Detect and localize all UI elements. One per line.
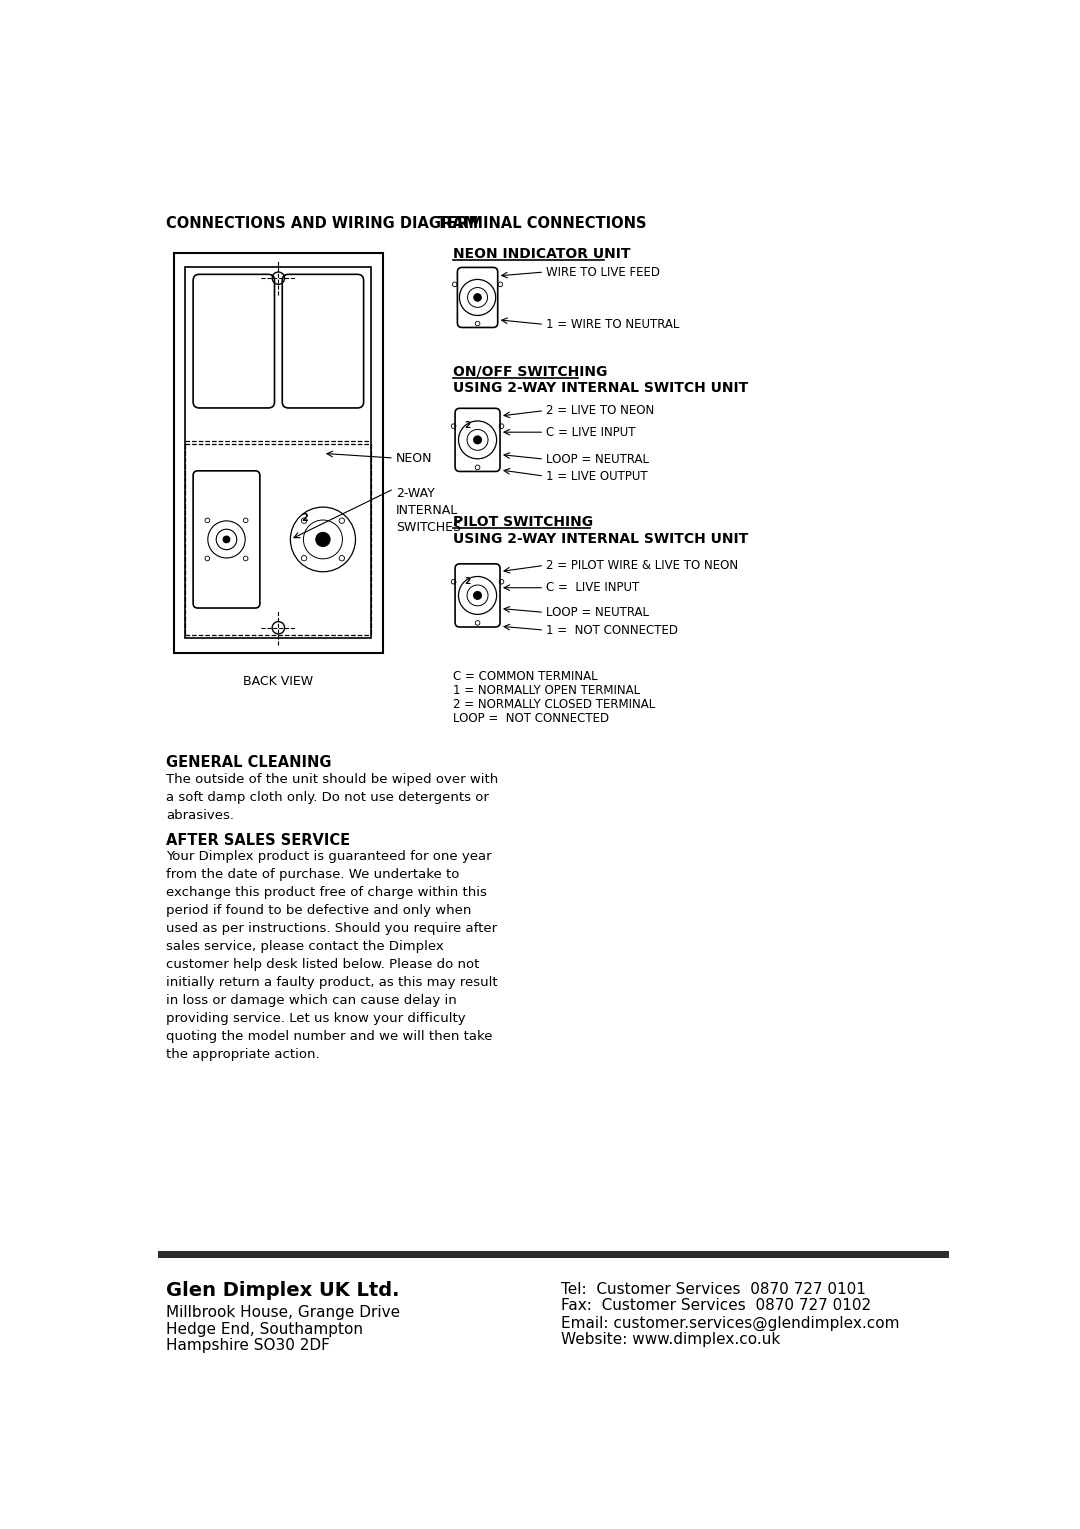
Bar bbox=[186, 266, 372, 638]
Text: Fax:  Customer Services  0870 727 0102: Fax: Customer Services 0870 727 0102 bbox=[562, 1298, 872, 1313]
Text: Hedge End, Southampton: Hedge End, Southampton bbox=[166, 1321, 363, 1336]
Text: LOOP = NEUTRAL: LOOP = NEUTRAL bbox=[545, 605, 649, 619]
Text: WIRE TO LIVE FEED: WIRE TO LIVE FEED bbox=[545, 266, 660, 278]
Text: BACK VIEW: BACK VIEW bbox=[243, 674, 313, 688]
Bar bbox=[174, 252, 383, 653]
Text: 2: 2 bbox=[464, 422, 471, 431]
Text: LOOP =  NOT CONNECTED: LOOP = NOT CONNECTED bbox=[453, 711, 609, 725]
Text: Email: customer.services@glendimplex.com: Email: customer.services@glendimplex.com bbox=[562, 1315, 900, 1330]
Circle shape bbox=[474, 436, 482, 443]
Text: 2 = NORMALLY CLOSED TERMINAL: 2 = NORMALLY CLOSED TERMINAL bbox=[453, 697, 654, 711]
Text: 2 = LIVE TO NEON: 2 = LIVE TO NEON bbox=[545, 404, 654, 417]
Text: The outside of the unit should be wiped over with
a soft damp cloth only. Do not: The outside of the unit should be wiped … bbox=[166, 772, 498, 821]
Text: 1 = NORMALLY OPEN TERMINAL: 1 = NORMALLY OPEN TERMINAL bbox=[453, 683, 639, 697]
Text: Your Dimplex product is guaranteed for one year
from the date of purchase. We un: Your Dimplex product is guaranteed for o… bbox=[166, 850, 498, 1061]
Text: NEON INDICATOR UNIT: NEON INDICATOR UNIT bbox=[453, 246, 631, 260]
Text: C = LIVE INPUT: C = LIVE INPUT bbox=[545, 425, 635, 439]
Text: ON/OFF SWITCHING: ON/OFF SWITCHING bbox=[453, 364, 607, 379]
Text: C = COMMON TERMINAL: C = COMMON TERMINAL bbox=[453, 670, 597, 683]
Text: 2 = PILOT WIRE & LIVE TO NEON: 2 = PILOT WIRE & LIVE TO NEON bbox=[545, 560, 738, 572]
Text: 1 = LIVE OUTPUT: 1 = LIVE OUTPUT bbox=[545, 469, 647, 483]
Text: Website: www.dimplex.co.uk: Website: www.dimplex.co.uk bbox=[562, 1332, 781, 1347]
Text: Tel:  Customer Services  0870 727 0101: Tel: Customer Services 0870 727 0101 bbox=[562, 1281, 866, 1297]
Text: USING 2-WAY INTERNAL SWITCH UNIT: USING 2-WAY INTERNAL SWITCH UNIT bbox=[453, 381, 748, 396]
Text: AFTER SALES SERVICE: AFTER SALES SERVICE bbox=[166, 833, 350, 847]
Text: 1 =  NOT CONNECTED: 1 = NOT CONNECTED bbox=[545, 624, 678, 636]
Text: NEON: NEON bbox=[396, 451, 433, 465]
Text: Glen Dimplex UK Ltd.: Glen Dimplex UK Ltd. bbox=[166, 1281, 400, 1301]
Text: 2-WAY
INTERNAL
SWITCHES: 2-WAY INTERNAL SWITCHES bbox=[396, 486, 461, 534]
Circle shape bbox=[315, 532, 330, 546]
Text: C =  LIVE INPUT: C = LIVE INPUT bbox=[545, 581, 639, 595]
Text: 2: 2 bbox=[301, 514, 309, 523]
Bar bbox=[159, 1251, 948, 1258]
Text: PILOT SWITCHING: PILOT SWITCHING bbox=[453, 515, 593, 529]
Text: Millbrook House, Grange Drive: Millbrook House, Grange Drive bbox=[166, 1304, 400, 1320]
Text: 2: 2 bbox=[464, 576, 471, 586]
Text: USING 2-WAY INTERNAL SWITCH UNIT: USING 2-WAY INTERNAL SWITCH UNIT bbox=[453, 532, 748, 546]
Text: CONNECTIONS AND WIRING DIAGRAM: CONNECTIONS AND WIRING DIAGRAM bbox=[166, 216, 478, 231]
Text: GENERAL CLEANING: GENERAL CLEANING bbox=[166, 755, 332, 769]
Text: Hampshire SO30 2DF: Hampshire SO30 2DF bbox=[166, 1338, 329, 1353]
Text: 1 = WIRE TO NEUTRAL: 1 = WIRE TO NEUTRAL bbox=[545, 318, 679, 330]
Circle shape bbox=[474, 294, 482, 301]
Circle shape bbox=[224, 537, 230, 543]
Text: TERMINAL CONNECTIONS: TERMINAL CONNECTIONS bbox=[437, 216, 647, 231]
Text: LOOP = NEUTRAL: LOOP = NEUTRAL bbox=[545, 453, 649, 466]
Circle shape bbox=[474, 592, 482, 599]
